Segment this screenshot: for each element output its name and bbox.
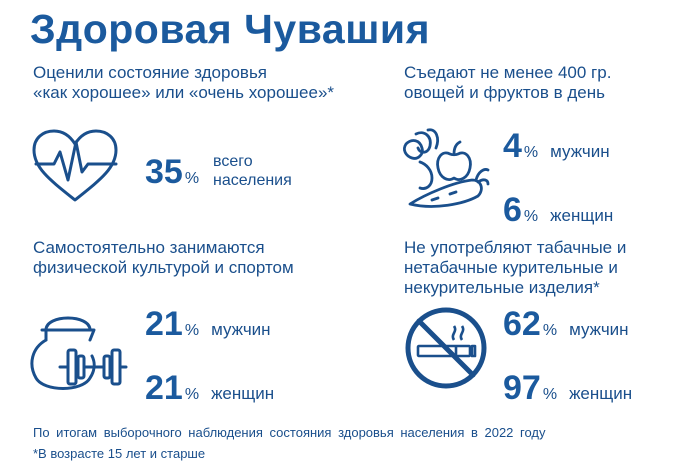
sport-women-stat: 21 % женщин: [145, 370, 274, 406]
smoking-header: Не употребляют табачные и нетабачные кур…: [404, 238, 626, 298]
smoking-header-line3: некурительные изделия*: [404, 278, 600, 297]
smoking-men-label: мужчин: [569, 320, 629, 339]
vegetables-women-label: женщин: [550, 206, 614, 225]
smoking-men-unit: %: [542, 322, 558, 339]
page-title: Здоровая Чувашия: [30, 6, 431, 52]
vegetables-header-line2: овощей и фруктов в день: [404, 83, 605, 102]
sport-men-unit: %: [184, 322, 200, 339]
health-unit: %: [184, 170, 200, 187]
smoking-women-value: 97: [503, 369, 541, 407]
smoking-men-value: 62: [503, 305, 541, 343]
health-label-line1: всего: [213, 153, 253, 170]
vegetables-men-value: 4: [503, 127, 522, 165]
health-label: всего населения: [213, 152, 292, 190]
smoking-men-stat: 62 % мужчин: [503, 306, 629, 342]
health-header-line1: Оценили состояние здоровья: [33, 63, 268, 82]
health-stat: 35 %: [145, 154, 199, 190]
smoking-women-unit: %: [542, 386, 558, 403]
smoking-women-stat: 97 % женщин: [503, 370, 632, 406]
vegetables-icon: [403, 128, 490, 208]
health-header-line2: «как хорошее» или «очень хорошее»*: [33, 83, 335, 102]
footer-source: По итогам выборочного наблюдения состоян…: [33, 425, 546, 440]
health-header: Оценили состояние здоровья «как хорошее»…: [33, 63, 334, 103]
kettlebell-dumbbell-icon: [30, 316, 128, 390]
vegetables-women-value: 6: [503, 191, 522, 229]
footer-note: *В возрасте 15 лет и старше: [33, 446, 206, 461]
sport-men-stat: 21 % мужчин: [145, 306, 271, 342]
smoking-women-label: женщин: [569, 384, 633, 403]
vegetables-header: Съедают не менее 400 гр. овощей и фрукто…: [404, 63, 611, 103]
vegetables-men-stat: 4 % мужчин: [503, 128, 610, 164]
sport-men-value: 21: [145, 305, 183, 343]
vegetables-men-label: мужчин: [550, 142, 610, 161]
health-label-line2: населения: [213, 172, 292, 189]
vegetables-men-unit: %: [523, 144, 539, 161]
heart-pulse-icon: [32, 129, 118, 202]
sport-header-line2: физической культурой и спортом: [33, 258, 294, 277]
sport-header-line1: Самостоятельно занимаются: [33, 238, 265, 257]
sport-women-label: женщин: [211, 384, 275, 403]
smoking-header-line2: нетабачные курительные и: [404, 258, 618, 277]
sport-men-label: мужчин: [211, 320, 271, 339]
smoking-header-line1: Не употребляют табачные и: [404, 238, 627, 257]
no-smoking-icon: [405, 307, 487, 389]
sport-women-unit: %: [184, 386, 200, 403]
vegetables-women-unit: %: [523, 208, 539, 225]
sport-women-value: 21: [145, 369, 183, 407]
sport-header: Самостоятельно занимаются физической кул…: [33, 238, 294, 278]
health-value: 35: [145, 153, 183, 191]
vegetables-header-line1: Съедают не менее 400 гр.: [404, 63, 612, 82]
vegetables-women-stat: 6 % женщин: [503, 192, 613, 228]
